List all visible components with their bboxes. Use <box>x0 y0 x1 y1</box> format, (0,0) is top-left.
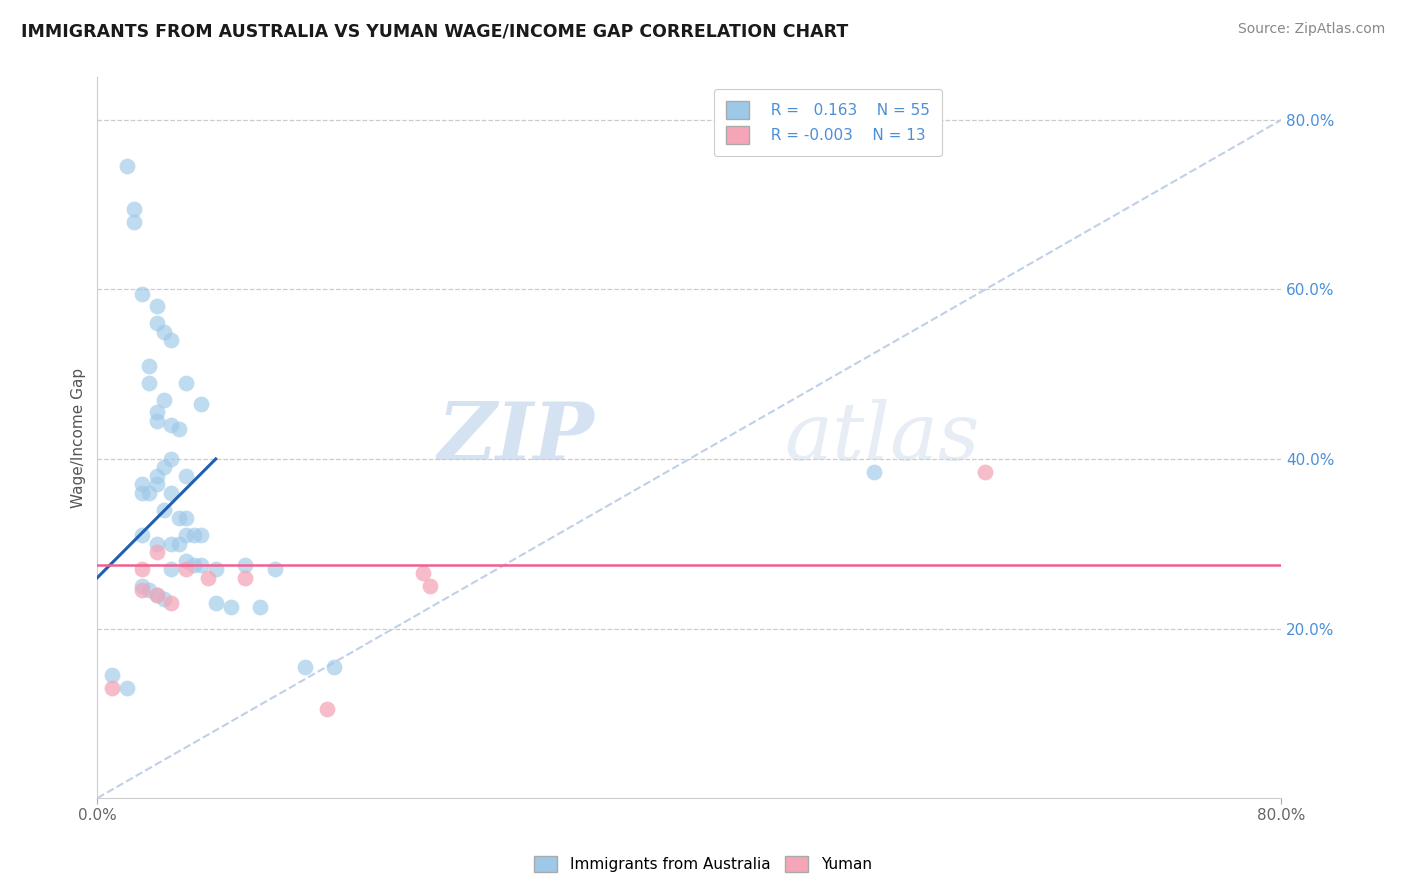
Text: IMMIGRANTS FROM AUSTRALIA VS YUMAN WAGE/INCOME GAP CORRELATION CHART: IMMIGRANTS FROM AUSTRALIA VS YUMAN WAGE/… <box>21 22 848 40</box>
Point <box>138 376 160 390</box>
Point <box>323 659 346 673</box>
Point <box>138 359 160 373</box>
Point <box>145 316 167 330</box>
Point <box>131 286 153 301</box>
Point <box>174 511 197 525</box>
Point <box>131 528 153 542</box>
Point <box>249 600 271 615</box>
Point <box>167 511 190 525</box>
Point <box>153 325 176 339</box>
Point <box>974 465 997 479</box>
Point <box>101 681 124 695</box>
Point <box>131 477 153 491</box>
Point <box>183 558 205 572</box>
Point <box>167 537 190 551</box>
Point <box>160 486 183 500</box>
Point <box>160 596 183 610</box>
Point <box>145 537 167 551</box>
Point <box>190 558 212 572</box>
Point <box>235 558 257 572</box>
Text: Source: ZipAtlas.com: Source: ZipAtlas.com <box>1237 22 1385 37</box>
Point <box>219 600 242 615</box>
Point <box>153 503 176 517</box>
Point <box>197 571 219 585</box>
Point <box>412 566 434 581</box>
Point <box>131 579 153 593</box>
Point <box>115 160 138 174</box>
Point <box>145 299 167 313</box>
Point <box>863 465 886 479</box>
Point <box>145 588 167 602</box>
Point <box>124 202 146 216</box>
Point <box>145 588 167 602</box>
Point <box>131 486 153 500</box>
Point <box>204 596 226 610</box>
Point <box>145 414 167 428</box>
Point <box>145 477 167 491</box>
Legend:   R =   0.163    N = 55,   R = -0.003    N = 13: R = 0.163 N = 55, R = -0.003 N = 13 <box>714 88 942 156</box>
Point <box>145 405 167 419</box>
Point <box>167 422 190 436</box>
Point <box>190 397 212 411</box>
Point <box>174 469 197 483</box>
Point <box>204 562 226 576</box>
Point <box>153 460 176 475</box>
Point <box>101 668 124 682</box>
Point <box>124 214 146 228</box>
Point <box>138 583 160 598</box>
Y-axis label: Wage/Income Gap: Wage/Income Gap <box>72 368 86 508</box>
Point <box>160 452 183 467</box>
Point <box>174 554 197 568</box>
Point <box>294 659 316 673</box>
Point <box>235 571 257 585</box>
Point <box>183 528 205 542</box>
Legend: Immigrants from Australia, Yuman: Immigrants from Australia, Yuman <box>527 848 879 880</box>
Point <box>131 562 153 576</box>
Point <box>174 562 197 576</box>
Point <box>160 562 183 576</box>
Point <box>160 417 183 432</box>
Point <box>315 702 337 716</box>
Text: ZIP: ZIP <box>437 399 595 476</box>
Point <box>138 486 160 500</box>
Point <box>145 545 167 559</box>
Point <box>131 583 153 598</box>
Point <box>174 376 197 390</box>
Point <box>190 528 212 542</box>
Point <box>115 681 138 695</box>
Point <box>419 579 441 593</box>
Text: atlas: atlas <box>785 399 980 476</box>
Point <box>174 528 197 542</box>
Point <box>145 469 167 483</box>
Point <box>160 333 183 347</box>
Point <box>153 591 176 606</box>
Point <box>160 537 183 551</box>
Point <box>153 392 176 407</box>
Point <box>264 562 287 576</box>
